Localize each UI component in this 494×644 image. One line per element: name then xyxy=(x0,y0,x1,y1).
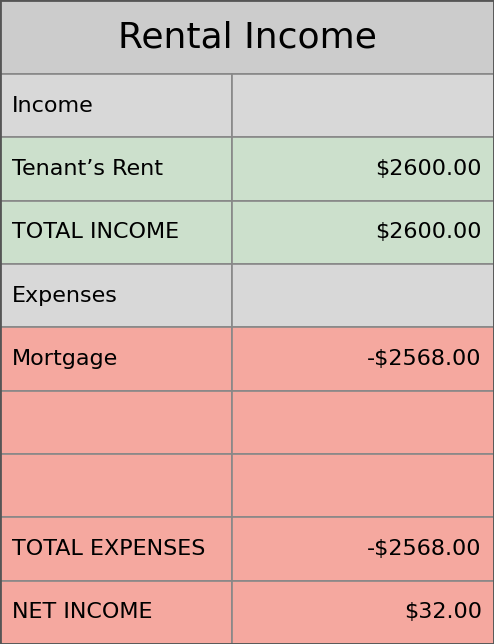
Text: Expenses: Expenses xyxy=(12,286,118,306)
Text: -$2568.00: -$2568.00 xyxy=(367,539,482,559)
Text: Rental Income: Rental Income xyxy=(118,20,376,54)
Bar xyxy=(232,74,494,137)
Bar xyxy=(0,327,232,391)
Bar xyxy=(0,201,232,264)
Bar xyxy=(232,517,494,581)
Text: $32.00: $32.00 xyxy=(404,602,482,622)
Text: $2600.00: $2600.00 xyxy=(375,159,482,179)
Text: Income: Income xyxy=(12,96,94,116)
Bar xyxy=(0,391,232,454)
Bar xyxy=(0,0,494,74)
Bar xyxy=(0,517,232,581)
Text: TOTAL INCOME: TOTAL INCOME xyxy=(12,222,179,242)
Bar xyxy=(232,581,494,644)
Bar xyxy=(232,264,494,327)
Text: -$2568.00: -$2568.00 xyxy=(367,349,482,369)
Text: Mortgage: Mortgage xyxy=(12,349,119,369)
Bar xyxy=(0,581,232,644)
Bar xyxy=(232,137,494,201)
Bar xyxy=(0,74,232,137)
Bar xyxy=(232,327,494,391)
Bar xyxy=(0,454,232,517)
Text: $2600.00: $2600.00 xyxy=(375,222,482,242)
Bar xyxy=(0,264,232,327)
Bar xyxy=(232,201,494,264)
Text: Tenant’s Rent: Tenant’s Rent xyxy=(12,159,164,179)
Text: TOTAL EXPENSES: TOTAL EXPENSES xyxy=(12,539,206,559)
Text: NET INCOME: NET INCOME xyxy=(12,602,153,622)
Bar xyxy=(232,391,494,454)
Bar xyxy=(232,454,494,517)
Bar xyxy=(0,137,232,201)
